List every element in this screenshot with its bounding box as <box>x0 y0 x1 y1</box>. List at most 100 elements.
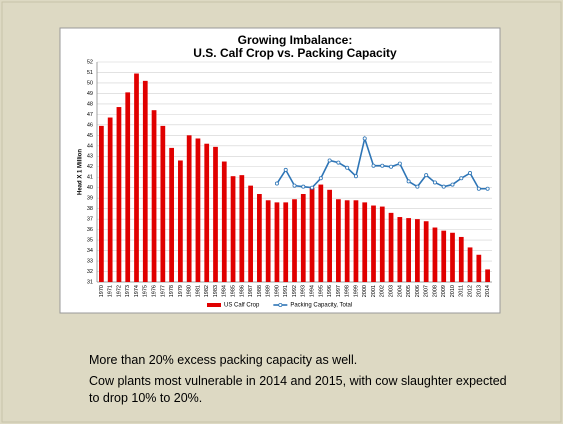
bar <box>309 187 315 282</box>
y-tick-label: 36 <box>87 227 93 233</box>
bar <box>248 185 253 282</box>
x-tick-label: 1979 <box>178 285 184 297</box>
x-tick-label: 2007 <box>424 285 430 297</box>
bar <box>125 92 131 282</box>
bar <box>379 206 385 282</box>
bar <box>134 73 139 283</box>
x-tick-label: 1977 <box>160 285 166 297</box>
bar <box>300 194 306 282</box>
x-tick-label: 1976 <box>152 285 158 297</box>
y-tick-label: 34 <box>87 248 93 254</box>
bar <box>186 135 192 282</box>
x-tick-label: 2004 <box>397 285 403 297</box>
bar <box>239 175 245 282</box>
y-tick-label: 31 <box>87 279 93 285</box>
note: Cow plants most vulnerable in 2014 and 2… <box>89 374 507 405</box>
marker <box>353 174 358 179</box>
x-tick-label: 1989 <box>266 285 272 297</box>
marker <box>362 136 367 141</box>
bar <box>441 230 447 282</box>
marker <box>389 164 394 169</box>
x-tick-label: 2005 <box>406 285 412 297</box>
marker <box>415 184 420 189</box>
bar <box>221 161 227 282</box>
bar <box>257 194 262 282</box>
bar <box>458 236 464 282</box>
bar <box>265 200 271 282</box>
x-tick-label: 1996 <box>327 285 333 297</box>
bar <box>327 189 332 282</box>
y-tick-label: 50 <box>87 80 93 86</box>
x-tick-label: 1985 <box>231 285 237 297</box>
x-tick-label: 2010 <box>450 285 456 297</box>
x-tick-label: 1992 <box>292 285 298 297</box>
x-tick-label: 2008 <box>432 285 438 297</box>
legend-label: US Calf Crop <box>224 303 260 309</box>
y-tick-label: 52 <box>87 59 93 65</box>
x-tick-label: 1982 <box>204 285 210 297</box>
bar <box>450 232 455 282</box>
x-tick-label: 1999 <box>353 285 359 297</box>
marker <box>468 171 473 176</box>
bar <box>99 125 104 283</box>
x-tick-label: 1991 <box>283 285 289 297</box>
y-tick-label: 46 <box>87 122 93 128</box>
bar <box>151 110 157 282</box>
bar <box>318 184 324 282</box>
bar <box>204 143 210 282</box>
bar <box>432 227 438 282</box>
y-tick-label: 48 <box>87 101 93 107</box>
x-tick-label: 1983 <box>213 285 219 297</box>
bar <box>406 218 411 282</box>
bar <box>107 117 113 283</box>
y-tick-label: 39 <box>87 196 93 202</box>
x-tick-label: 2000 <box>362 285 368 297</box>
bar <box>160 125 166 283</box>
marker <box>441 184 446 189</box>
x-tick-label: 2009 <box>441 285 447 297</box>
bar <box>467 247 473 282</box>
marker <box>318 176 323 181</box>
bar <box>116 107 122 282</box>
legend-swatch <box>278 302 283 307</box>
y-tick-label: 41 <box>87 175 93 181</box>
bar <box>476 254 482 282</box>
x-tick-label: 2014 <box>485 285 491 297</box>
x-tick-label: 2011 <box>459 285 465 297</box>
chart-title: Growing Imbalance: <box>238 33 353 47</box>
legend-label: Packing Capacity, Total <box>290 303 352 309</box>
marker <box>397 161 402 166</box>
note: More than 20% excess packing capacity as… <box>89 353 358 367</box>
y-tick-label: 37 <box>87 217 93 223</box>
marker <box>371 163 376 168</box>
marker <box>424 173 429 178</box>
y-tick-label: 43 <box>87 154 93 160</box>
y-tick-label: 33 <box>87 259 93 265</box>
x-tick-label: 1981 <box>195 285 201 297</box>
marker <box>310 185 315 190</box>
x-tick-label: 1993 <box>301 285 307 297</box>
marker <box>301 184 306 189</box>
marker <box>459 176 464 181</box>
x-tick-label: 2006 <box>415 285 421 297</box>
y-tick-label: 42 <box>87 164 93 170</box>
x-tick-label: 1972 <box>116 285 122 297</box>
x-tick-label: 1975 <box>143 285 149 297</box>
bar <box>230 176 236 282</box>
bar <box>344 200 350 282</box>
y-tick-label: 45 <box>87 133 93 139</box>
x-tick-label: 1986 <box>239 285 245 297</box>
marker <box>476 186 481 191</box>
y-tick-label: 44 <box>87 143 93 149</box>
marker <box>345 165 350 170</box>
bar <box>292 199 297 282</box>
bar <box>178 160 183 282</box>
y-tick-label: 32 <box>87 269 93 275</box>
bar <box>362 202 368 282</box>
legend-swatch <box>207 303 221 307</box>
x-tick-label: 1998 <box>345 285 351 297</box>
x-tick-label: 1984 <box>222 285 228 297</box>
bar <box>353 200 359 282</box>
x-tick-label: 1978 <box>169 285 175 297</box>
